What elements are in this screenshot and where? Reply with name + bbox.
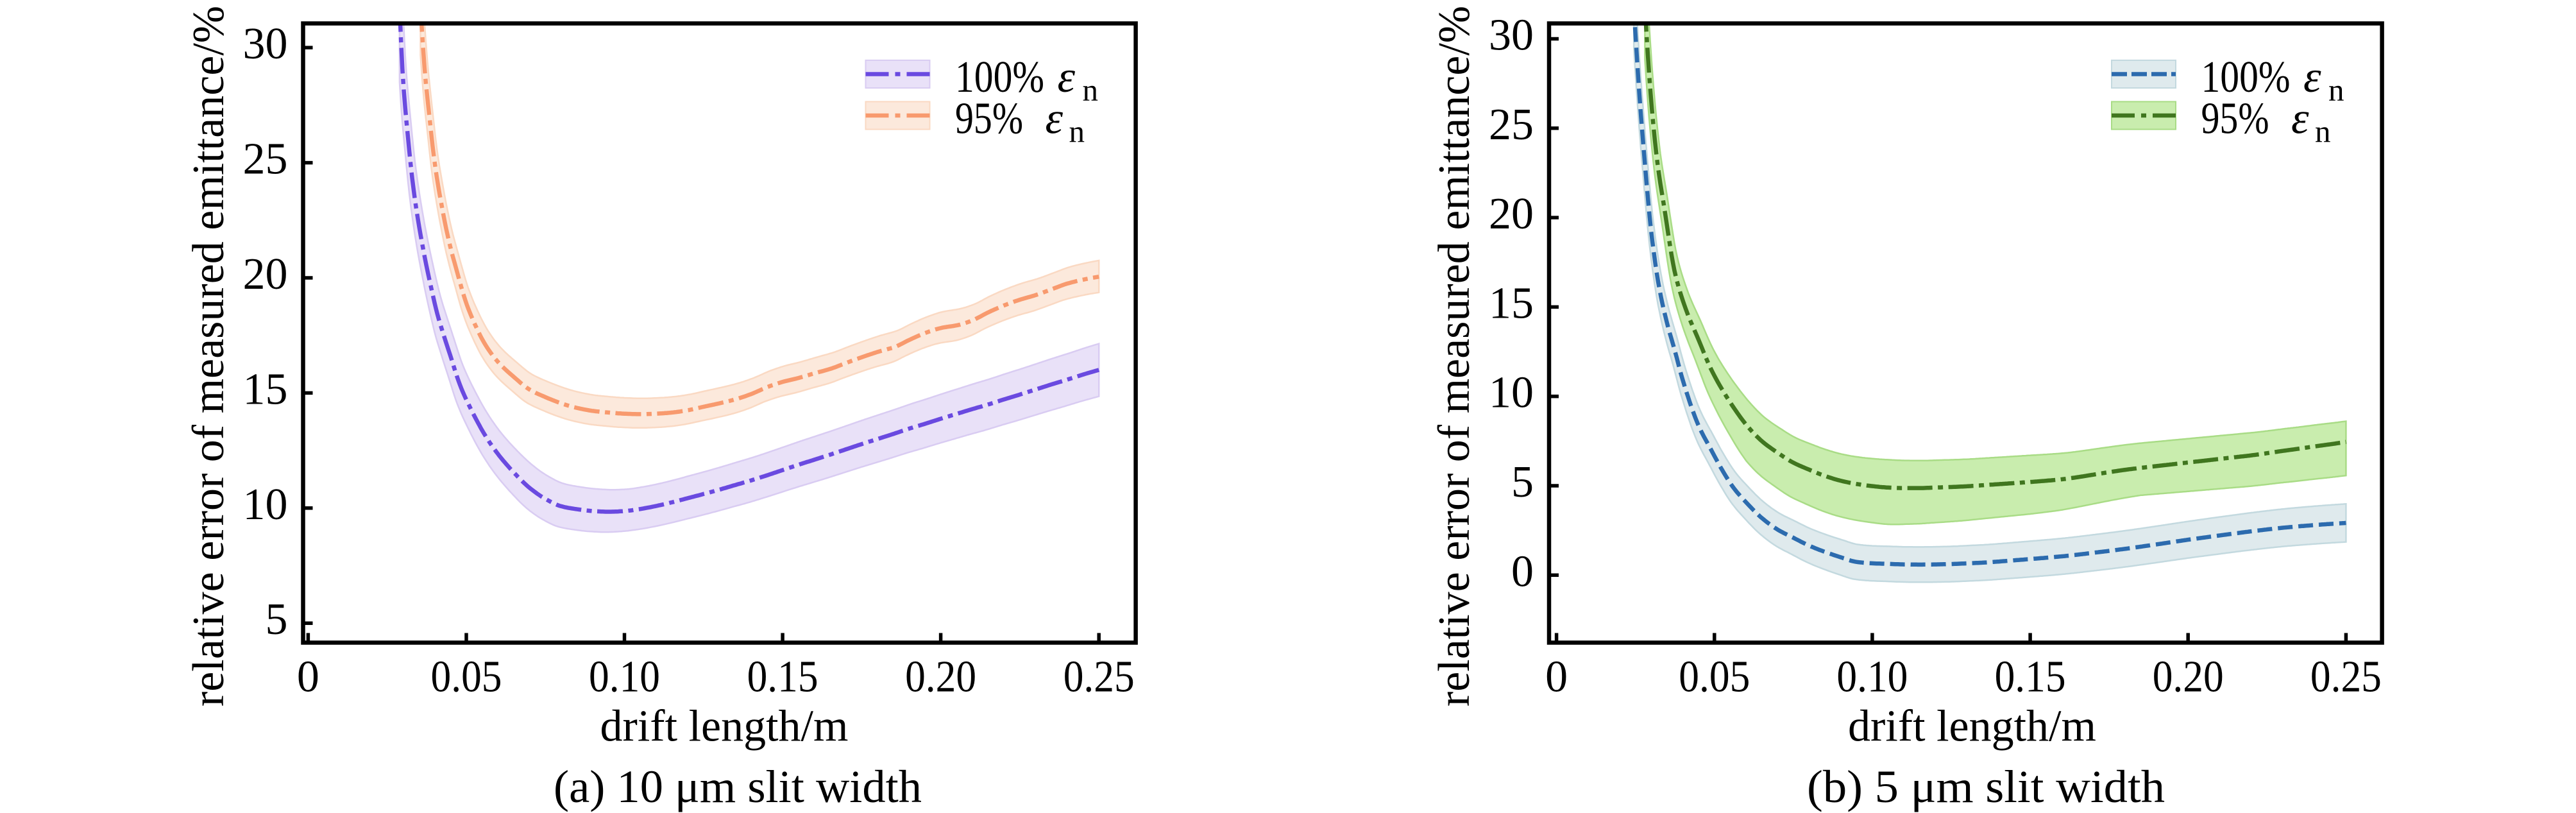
svg-text:ε: ε bbox=[1058, 53, 1076, 102]
svg-text:30: 30 bbox=[243, 19, 288, 69]
svg-text:n: n bbox=[2328, 72, 2344, 107]
svg-text:0.05: 0.05 bbox=[1679, 653, 1750, 702]
svg-text:0.10: 0.10 bbox=[1836, 653, 1908, 702]
svg-text:15: 15 bbox=[1489, 278, 1534, 328]
svg-text:0.20: 0.20 bbox=[2153, 653, 2224, 702]
svg-text:20: 20 bbox=[1489, 189, 1534, 239]
svg-text:95%: 95% bbox=[2201, 94, 2269, 143]
svg-text:(b) 5 μm slit width: (b) 5 μm slit width bbox=[1807, 761, 2165, 812]
svg-text:0.10: 0.10 bbox=[589, 653, 660, 702]
svg-text:25: 25 bbox=[243, 135, 288, 184]
svg-text:5: 5 bbox=[266, 595, 288, 644]
svg-text:100%: 100% bbox=[2201, 53, 2291, 102]
svg-text:30: 30 bbox=[1489, 11, 1534, 60]
svg-text:0.05: 0.05 bbox=[431, 653, 502, 702]
svg-text:0: 0 bbox=[1545, 653, 1568, 702]
svg-text:10: 10 bbox=[1489, 368, 1534, 418]
svg-text:n: n bbox=[1083, 72, 1099, 107]
svg-text:0.25: 0.25 bbox=[1063, 653, 1135, 702]
svg-text:100%: 100% bbox=[955, 53, 1044, 102]
svg-text:relative error of measured emi: relative error of measured emittance/% bbox=[184, 6, 233, 706]
svg-text:n: n bbox=[1069, 114, 1085, 149]
svg-text:0: 0 bbox=[297, 653, 319, 702]
svg-text:0: 0 bbox=[1511, 547, 1534, 596]
svg-text:relative error of measured emi: relative error of measured emittance/% bbox=[1430, 6, 1479, 706]
svg-text:0.25: 0.25 bbox=[2310, 653, 2382, 702]
svg-text:drift length/m: drift length/m bbox=[600, 702, 849, 751]
svg-text:ε: ε bbox=[1046, 94, 1063, 143]
svg-text:0.15: 0.15 bbox=[1995, 653, 2066, 702]
svg-text:15: 15 bbox=[243, 364, 288, 414]
svg-text:0.15: 0.15 bbox=[747, 653, 818, 702]
svg-text:ε: ε bbox=[2303, 53, 2321, 102]
svg-text:0.20: 0.20 bbox=[905, 653, 976, 702]
svg-text:ε: ε bbox=[2291, 94, 2309, 143]
svg-text:20: 20 bbox=[243, 250, 288, 299]
svg-text:95%: 95% bbox=[955, 94, 1023, 143]
svg-text:5: 5 bbox=[1511, 458, 1534, 507]
svg-text:10: 10 bbox=[243, 480, 288, 529]
svg-text:drift length/m: drift length/m bbox=[1848, 702, 2096, 751]
svg-text:n: n bbox=[2315, 114, 2331, 149]
svg-text:25: 25 bbox=[1489, 100, 1534, 150]
svg-text:(a) 10 μm slit width: (a) 10 μm slit width bbox=[554, 761, 922, 812]
